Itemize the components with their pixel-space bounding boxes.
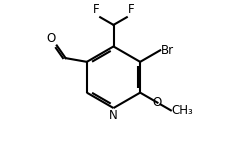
Text: CH₃: CH₃: [171, 104, 193, 117]
Text: O: O: [153, 96, 162, 109]
Text: F: F: [93, 3, 99, 16]
Text: Br: Br: [161, 44, 174, 57]
Text: N: N: [109, 109, 118, 122]
Text: F: F: [128, 3, 134, 16]
Text: O: O: [47, 32, 56, 45]
